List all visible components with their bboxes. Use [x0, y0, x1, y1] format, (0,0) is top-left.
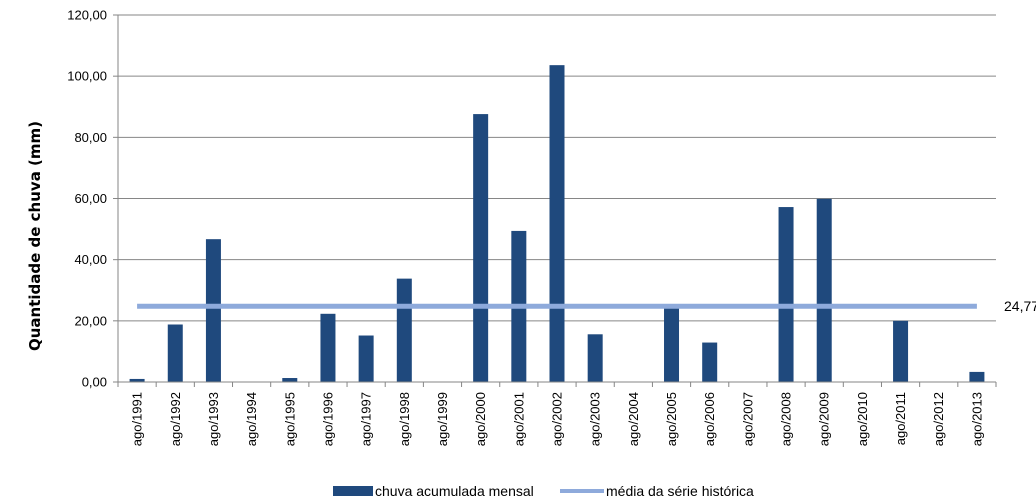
bar	[473, 114, 489, 382]
x-tick-label: ago/2007	[740, 392, 755, 446]
bar	[320, 313, 336, 382]
x-tick-label: ago/2011	[893, 392, 908, 445]
bar	[282, 378, 298, 382]
x-tick-label: ago/2012	[931, 392, 946, 446]
y-tick-label: 80,00	[74, 130, 107, 145]
x-tick-label: ago/1999	[435, 392, 450, 446]
y-tick-label: 60,00	[74, 191, 107, 206]
x-tick-label: ago/2010	[855, 392, 870, 446]
x-tick-label: ago/1998	[397, 392, 412, 446]
bar	[396, 278, 412, 382]
y-tick-label: 120,00	[67, 8, 107, 23]
x-tick-label: ago/2000	[473, 392, 488, 446]
y-axis-ticks: 0,00 20,00 40,00 60,00 80,00 100,00 120,00	[67, 8, 118, 390]
x-tick-label: ago/2006	[702, 392, 717, 446]
x-tick-label: ago/2003	[588, 392, 603, 446]
y-tick-label: 40,00	[74, 252, 107, 267]
average-value-label: 24,77	[1004, 298, 1036, 314]
bar	[167, 324, 183, 382]
x-tick-label: ago/1996	[320, 392, 335, 446]
x-tick-label: ago/1993	[206, 392, 221, 446]
bar	[816, 198, 832, 382]
bar	[702, 342, 718, 382]
x-tick-label: ago/1995	[282, 392, 297, 446]
bar	[587, 334, 603, 382]
axes	[117, 15, 996, 383]
x-tick-label: ago/1997	[359, 392, 374, 446]
legend: chuva acumulada mensal média da série hi…	[333, 483, 754, 499]
x-tick-label: ago/1991	[130, 392, 145, 446]
y-axis-title: Quantidade de chuva (mm)	[26, 121, 44, 351]
y-tick-label: 20,00	[74, 313, 107, 328]
bar-series	[129, 65, 985, 382]
average-line: 24,77	[137, 298, 1036, 314]
x-tick-label: ago/2001	[511, 392, 526, 446]
x-tick-label: ago/2009	[817, 392, 832, 446]
bar	[205, 239, 221, 382]
bar	[893, 320, 909, 382]
bar	[129, 378, 145, 382]
x-tick-label: ago/2005	[664, 392, 679, 446]
bar	[549, 65, 565, 382]
x-tick-label: ago/2008	[779, 392, 794, 446]
bar	[358, 335, 374, 382]
bar	[664, 307, 680, 382]
x-tick-label: ago/2004	[626, 392, 641, 446]
legend-line-label: média da série histórica	[606, 483, 754, 499]
x-tick-label: ago/2013	[969, 392, 984, 446]
x-tick-label: ago/2002	[550, 392, 565, 446]
legend-bar-label: chuva acumulada mensal	[375, 483, 534, 499]
x-tick-label: ago/1992	[168, 392, 183, 446]
bar	[969, 371, 985, 382]
bar	[778, 207, 794, 382]
x-axis-ticks: ago/1991 ago/1992 ago/1993 ago/1994 ago/1995…	[117, 382, 997, 446]
x-tick-label: ago/1994	[244, 392, 259, 446]
y-tick-label: 100,00	[67, 69, 107, 84]
y-tick-label: 0,00	[82, 375, 107, 390]
legend-bar-swatch	[333, 486, 373, 496]
